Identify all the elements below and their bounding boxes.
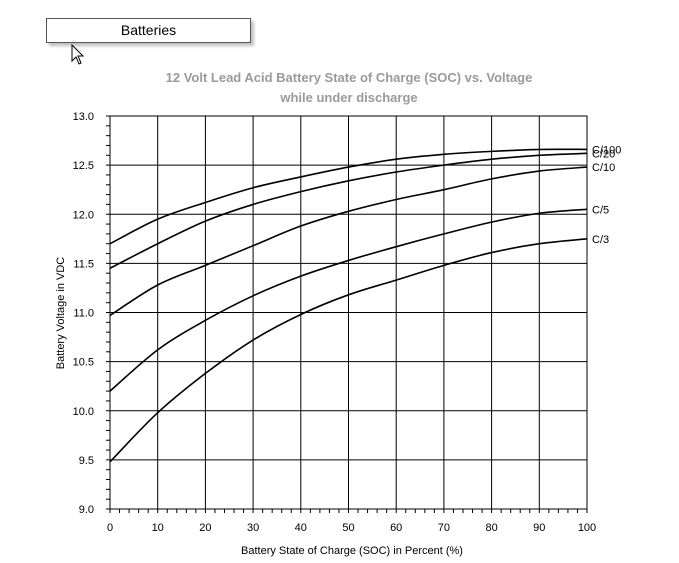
x-tick-label: 70: [438, 522, 450, 534]
y-tick-label: 13.0: [73, 111, 94, 123]
chart-subtitle: while under discharge: [280, 90, 418, 105]
series-line-c-20: [109, 152, 588, 269]
y-tick-label: 12.5: [73, 160, 94, 172]
mouse-pointer-icon: [71, 44, 85, 65]
y-tick-label: 12.0: [73, 209, 94, 221]
x-tick-label: 0: [107, 522, 113, 534]
x-tick-label: 100: [578, 522, 596, 534]
x-tick-label: 90: [533, 522, 545, 534]
x-tick-label: 10: [152, 522, 164, 534]
y-tick-label: 9.0: [79, 504, 94, 516]
chart-ticks: 0 10 20 30 40 50 60 70 80 90 100 9.0 9.5 10.0 10.5 11.0…: [73, 111, 597, 534]
series-label-c-5: C/5: [592, 204, 609, 216]
series-label-c-10: C/10: [592, 162, 615, 174]
y-axis-title: Battery Voltage in VDC: [55, 257, 67, 370]
series-line-c-5: [109, 208, 588, 392]
series-label-c-20: C/20: [592, 148, 615, 160]
series-line-c-3: [109, 238, 588, 463]
x-tick-label: 60: [390, 522, 402, 534]
y-tick-label: 10.5: [73, 357, 94, 369]
x-tick-label: 50: [342, 522, 354, 534]
y-tick-label: 11.5: [73, 258, 94, 270]
y-tick-label: 10.0: [73, 406, 94, 418]
x-tick-label: 40: [295, 522, 307, 534]
chart-title: 12 Volt Lead Acid Battery State of Charg…: [165, 70, 533, 85]
x-tick-label: 20: [199, 522, 211, 534]
x-tick-label: 80: [485, 522, 497, 534]
x-axis-title: Battery State of Charge (SOC) in Percent…: [241, 545, 463, 557]
series-line-c-10: [109, 166, 588, 317]
series-label-c-3: C/3: [592, 234, 609, 246]
x-tick-label: 30: [247, 522, 259, 534]
y-tick-label: 9.5: [79, 455, 94, 467]
batteries-tab-button[interactable]: Batteries: [46, 18, 251, 43]
series-line-c-100: [109, 148, 588, 245]
series-label-c-100: C/100: [592, 144, 621, 156]
y-tick-label: 11.0: [73, 308, 94, 320]
